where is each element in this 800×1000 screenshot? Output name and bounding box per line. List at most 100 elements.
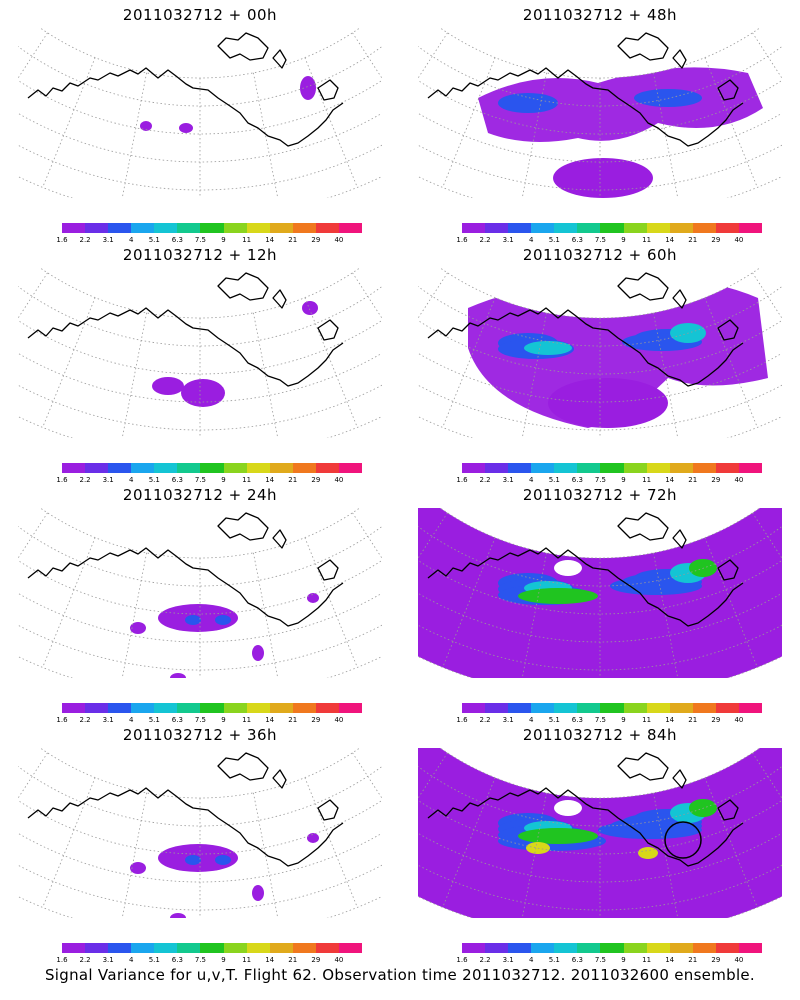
colorbar-tick-label: 3.1 <box>502 716 514 724</box>
graticule <box>418 748 782 918</box>
graticule <box>418 508 782 678</box>
colorbar-tick-label: 3.1 <box>502 476 514 484</box>
variance-fill <box>418 508 782 678</box>
colorbar-tick-label: 3.1 <box>102 476 114 484</box>
colorbar-swatch <box>108 943 132 953</box>
colorbar-tick-label: 6.3 <box>571 476 583 484</box>
colorbar-swatch <box>246 223 271 233</box>
colorbar-swatch <box>154 223 178 233</box>
colorbar-swatch <box>154 463 178 473</box>
colorbar-swatch <box>108 703 132 713</box>
colorbar-tick-label: 40 <box>334 236 344 244</box>
colorbar-swatch <box>131 703 155 713</box>
variance-band <box>215 855 231 865</box>
colorbar-tick-label: 1.6 <box>56 476 68 484</box>
colorbar-tick-label: 3.1 <box>502 956 514 964</box>
colorbar-swatch <box>738 223 763 233</box>
colorbar-tick-label: 3.1 <box>102 716 114 724</box>
colorbar-tick-label: 29 <box>711 476 721 484</box>
colorbar-tick-label: 40 <box>734 236 744 244</box>
colorbar-swatch <box>85 943 109 953</box>
colorbar-ticks: 1.6 2.2 3.1 4 5.1 6.3 7.5 9 11 14 21 29 40 <box>56 476 362 486</box>
variance-blob <box>181 379 225 407</box>
colorbar <box>62 703 363 713</box>
colorbar-tick-label: 2.2 <box>479 716 491 724</box>
variance-band <box>185 615 201 625</box>
coastline <box>427 32 744 147</box>
colorbar-swatch <box>269 943 294 953</box>
colorbar <box>462 943 763 953</box>
colorbar-swatch <box>600 703 625 713</box>
variance-blob <box>130 622 146 634</box>
colorbar-swatch <box>269 463 294 473</box>
colorbar-tick-label: 3.1 <box>102 956 114 964</box>
colorbar-tick-label: 1.6 <box>56 236 68 244</box>
colorbar-swatch <box>531 943 555 953</box>
colorbar-swatch <box>715 703 740 713</box>
colorbar-tick-label: 29 <box>311 716 321 724</box>
forecast-panel: 2011032712 + 24h 1.6 2.2 3.1 4 5.1 6.3 7.5 9 11 14… <box>0 480 400 724</box>
colorbar-swatch <box>292 943 317 953</box>
colorbar-tick-label: 14 <box>265 236 275 244</box>
colorbar-tick-label: 4 <box>128 476 134 484</box>
colorbar-tick-label: 14 <box>265 716 275 724</box>
forecast-panel: 2011032712 + 84h 1.6 2.2 3.1 4 5.1 6.3 7.5 9 11 14… <box>400 720 800 964</box>
colorbar-tick-label: 9 <box>221 716 226 724</box>
colorbar-swatch <box>485 943 509 953</box>
colorbar-swatch <box>246 463 271 473</box>
colorbar-swatch <box>646 703 671 713</box>
colorbar-tick-label: 9 <box>221 476 226 484</box>
colorbar <box>462 463 763 473</box>
colorbar-tick-label: 9 <box>221 956 226 964</box>
variance-blob <box>170 673 186 678</box>
colorbar-swatch <box>485 463 509 473</box>
colorbar <box>462 223 763 233</box>
colorbar-tick-label: 6.3 <box>171 236 183 244</box>
variance-band <box>598 821 702 839</box>
colorbar-tick-label: 11 <box>642 956 652 964</box>
colorbar-tick-label: 7.5 <box>194 716 207 724</box>
forecast-panel: 2011032712 + 12h 1.6 2.2 3.1 4 5.1 6.3 7.5 9 11 14… <box>0 240 400 484</box>
colorbar-swatch <box>177 943 201 953</box>
colorbar-swatch <box>200 463 225 473</box>
variance-blob <box>179 123 193 133</box>
colorbar-tick-label: 9 <box>621 236 626 244</box>
colorbar-swatch <box>715 223 740 233</box>
colorbar-swatch <box>554 943 578 953</box>
colorbar-swatch <box>246 703 271 713</box>
colorbar-tick-label: 21 <box>688 716 698 724</box>
polar-map <box>18 28 382 198</box>
variance-blob <box>252 645 264 661</box>
polar-map <box>418 268 782 438</box>
colorbar-ticks: 1.6 2.2 3.1 4 5.1 6.3 7.5 9 11 14 21 29 40 <box>56 236 362 246</box>
colorbar-tick-label: 9 <box>221 236 226 244</box>
colorbar-swatch <box>600 223 625 233</box>
colorbar-tick-label: 2.2 <box>79 236 91 244</box>
variance-blob <box>548 378 668 428</box>
colorbar-swatch <box>85 223 109 233</box>
graticule <box>18 268 382 438</box>
colorbar-tick-label: 14 <box>265 956 275 964</box>
colorbar-swatch <box>131 463 155 473</box>
variance-blob <box>307 593 319 603</box>
coastline <box>427 512 744 627</box>
colorbar-ticks: 1.6 2.2 3.1 4 5.1 6.3 7.5 9 11 14 21 29 40 <box>56 716 362 726</box>
colorbar-swatch <box>623 463 648 473</box>
colorbar-tick-label: 40 <box>734 956 744 964</box>
colorbar-swatch <box>623 223 648 233</box>
colorbar-tick-label: 11 <box>642 236 652 244</box>
panel-title: 2011032712 + 36h <box>122 726 278 744</box>
colorbar-tick-label: 40 <box>334 716 344 724</box>
colorbar-swatch <box>177 463 201 473</box>
graticule <box>18 508 382 678</box>
colorbar-swatch <box>577 223 601 233</box>
colorbar-swatch <box>531 703 555 713</box>
colorbar-swatch <box>508 703 532 713</box>
colorbar-tick-label: 4 <box>128 956 134 964</box>
colorbar-tick-label: 40 <box>734 476 744 484</box>
colorbar-swatch <box>177 703 201 713</box>
variance-field <box>468 280 768 428</box>
colorbar-tick-label: 9 <box>621 716 626 724</box>
colorbar-swatch <box>646 943 671 953</box>
colorbar-tick-label: 3.1 <box>502 236 514 244</box>
